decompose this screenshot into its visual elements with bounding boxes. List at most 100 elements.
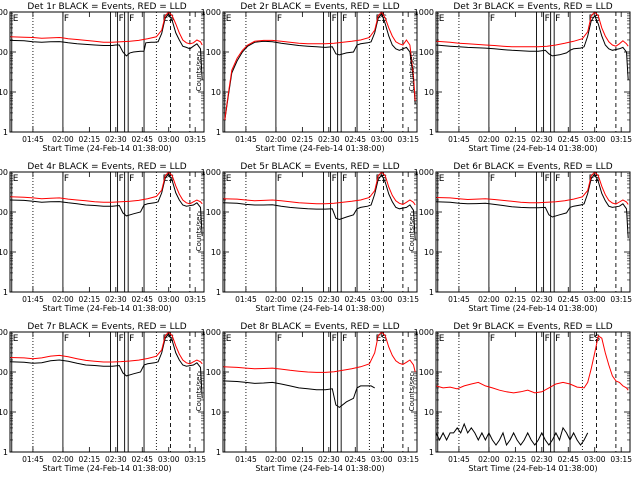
event-marker-label: F [119, 334, 124, 344]
y-tick-label: 10 [0, 408, 8, 417]
x-tick-label: 02:15 [292, 135, 314, 144]
x-tick-label: 02:45 [344, 295, 366, 304]
event-marker-label: F [277, 334, 282, 344]
x-axis-label: Start Time (24-Feb-14 01:38:00) [42, 144, 171, 153]
x-tick-label: 03:15 [184, 295, 206, 304]
panel-5: Det 5r BLACK = Events, RED = LLD Counts/s… [195, 162, 419, 313]
x-tick-label: 02:30 [318, 135, 340, 144]
event-marker-label: F [490, 174, 495, 184]
y-axis-label: Counts/sec [408, 53, 416, 92]
series-line-events [9, 332, 203, 399]
series-line-events [222, 173, 416, 241]
x-tick-label: 01:45 [235, 455, 257, 464]
y-tick-label: 1000 [414, 8, 434, 17]
y-tick-label: 1000 [414, 168, 434, 177]
x-tick-label: 02:30 [531, 135, 553, 144]
panel-7: Det 7r BLACK = Events, RED = LLD Counts/s… [0, 322, 206, 473]
series-line-lld [222, 171, 416, 206]
y-tick-label: 100 [0, 368, 8, 377]
y-axis-label: Counts/sec [408, 213, 416, 252]
x-tick-label: 02:45 [131, 135, 153, 144]
plot-frame [222, 331, 418, 453]
event-marker-label: E [13, 334, 19, 344]
x-axis-label: Start Time (24-Feb-14 01:38:00) [255, 464, 384, 473]
x-tick-label: 03:15 [397, 295, 419, 304]
event-marker-label: F [490, 334, 495, 344]
y-tick-label: 1 [216, 288, 221, 297]
y-tick-label: 100 [206, 368, 221, 377]
x-tick-label: 03:15 [610, 295, 632, 304]
plot-frame [9, 11, 205, 133]
panel-title: Det 1r BLACK = Events, RED = LLD [27, 2, 186, 12]
x-tick-label: 03:00 [584, 295, 606, 304]
panel-9: Det 9r BLACK = Events, RED = LLD Counts/s… [408, 322, 632, 473]
x-tick-label: 01:45 [235, 295, 257, 304]
event-marker-label: ES [376, 14, 388, 24]
event-marker-label: F [332, 334, 337, 344]
event-marker-label: ES [589, 334, 601, 344]
x-tick-label: 01:45 [448, 455, 470, 464]
event-marker-label: E [439, 14, 445, 24]
y-tick-label: 100 [419, 48, 434, 57]
series-line-lld [9, 171, 203, 205]
y-tick-label: 100 [0, 208, 8, 217]
y-tick-label: 1000 [0, 328, 8, 337]
series-line-lld [222, 331, 416, 373]
x-tick-label: 03:00 [584, 135, 606, 144]
x-tick-label: 02:45 [131, 455, 153, 464]
event-marker-label: ES [589, 14, 601, 24]
event-marker-label: F [64, 14, 69, 24]
y-tick-label: 100 [0, 48, 8, 57]
event-marker-label: F [545, 14, 550, 24]
y-tick-label: 100 [206, 208, 221, 217]
event-marker-label: F [129, 14, 134, 24]
event-marker-label: F [129, 174, 134, 184]
event-marker-label: ES [163, 334, 175, 344]
x-tick-label: 01:45 [22, 135, 44, 144]
x-axis-label: Start Time (24-Feb-14 01:38:00) [42, 304, 171, 313]
x-tick-label: 02:15 [79, 455, 101, 464]
x-tick-label: 02:30 [318, 295, 340, 304]
x-tick-label: 02:00 [52, 455, 74, 464]
event-marker-label: F [342, 14, 347, 24]
event-marker-label: F [332, 174, 337, 184]
panel-4: Det 4r BLACK = Events, RED = LLD Counts/s… [0, 162, 206, 313]
x-tick-label: 02:45 [344, 135, 366, 144]
x-tick-label: 03:15 [397, 455, 419, 464]
x-tick-label: 02:00 [265, 135, 287, 144]
x-tick-label: 02:30 [105, 295, 127, 304]
panel-title: Det 9r BLACK = Events, RED = LLD [453, 322, 612, 332]
series-line-events [435, 422, 589, 447]
x-tick-label: 03:15 [397, 135, 419, 144]
y-tick-label: 10 [0, 248, 8, 257]
y-tick-label: 10 [424, 248, 434, 257]
x-tick-label: 03:15 [610, 135, 632, 144]
x-tick-label: 02:00 [52, 135, 74, 144]
x-tick-label: 02:15 [505, 135, 527, 144]
event-marker-label: F [64, 334, 69, 344]
series-line-lld [9, 331, 203, 365]
panel-2: Det 2r BLACK = Events, RED = LLD Counts/s… [195, 2, 419, 153]
series-line-events [224, 12, 416, 121]
x-tick-label: 02:30 [105, 135, 127, 144]
x-tick-label: 02:30 [105, 455, 127, 464]
series-line-events [9, 172, 203, 237]
y-tick-label: 100 [206, 48, 221, 57]
series-line-events [435, 173, 629, 239]
series-line-lld [435, 335, 629, 394]
event-marker-label: ES [163, 174, 175, 184]
y-tick-label: 100 [419, 208, 434, 217]
event-marker-label: ES [376, 174, 388, 184]
x-tick-label: 03:15 [184, 455, 206, 464]
event-marker-label: F [555, 14, 560, 24]
y-tick-label: 1000 [0, 8, 8, 17]
panel-title: Det 4r BLACK = Events, RED = LLD [27, 162, 186, 172]
event-marker-label: F [277, 14, 282, 24]
series-line-events [222, 380, 375, 409]
x-tick-label: 03:00 [158, 135, 180, 144]
panel-3: Det 3r BLACK = Events, RED = LLD Counts/s… [408, 2, 632, 153]
y-tick-label: 10 [211, 408, 221, 417]
y-axis-label: Counts/sec [195, 53, 203, 92]
x-tick-label: 02:45 [557, 135, 579, 144]
